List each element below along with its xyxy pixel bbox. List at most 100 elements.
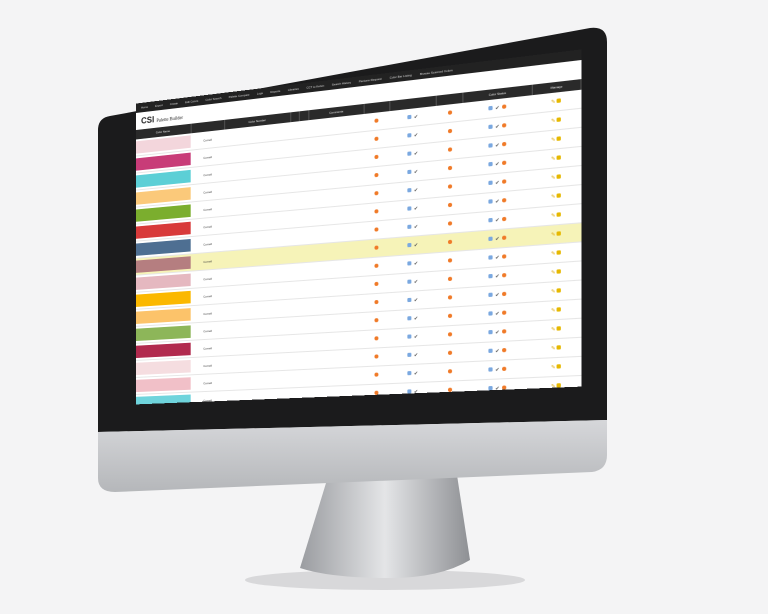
image-icon [407,150,412,156]
check-icon: ✔ [495,310,500,317]
check-icon: ✔ [495,347,500,355]
status-icon [447,387,452,392]
nav-item[interactable]: Create [169,101,178,107]
status-icon [374,263,379,268]
check-icon: ✔ [413,260,419,267]
edit-icon[interactable]: ✎ [550,212,556,219]
image-icon [407,297,412,302]
status-icon [501,291,506,296]
image-icon [407,278,412,284]
image-icon [407,224,412,229]
check-icon: ✔ [495,141,500,149]
shadow [245,570,525,590]
nav-item[interactable]: Pantone Request [358,76,382,84]
image-icon [407,187,412,192]
color-swatch [135,359,191,376]
check-icon: ✔ [413,241,419,249]
nav-item[interactable]: Reports [270,88,281,95]
image-icon [488,198,494,204]
status-icon [501,328,506,334]
delete-icon[interactable] [556,325,561,331]
edit-icon[interactable]: ✎ [550,363,556,371]
delete-icon[interactable] [556,344,561,350]
edit-icon[interactable]: ✎ [550,307,556,314]
owner-cell: Cornell [190,338,225,358]
delete-icon[interactable] [556,116,561,122]
status-icon [374,172,379,178]
nav-item[interactable]: Edit Colors [185,98,199,105]
nav-item[interactable]: Color Search [205,96,222,102]
image-icon [407,114,412,119]
image-icon [488,292,494,297]
nav-item[interactable]: Palette Compare [228,92,250,100]
owner-cell: Cornell [190,320,225,341]
edit-icon[interactable]: ✎ [550,117,556,125]
edit-icon[interactable]: ✎ [550,136,556,144]
nav-item[interactable]: Home [141,104,149,110]
delete-icon[interactable] [556,382,561,388]
status-icon [374,209,379,214]
edit-icon[interactable]: ✎ [550,155,556,163]
color-swatch [135,325,191,342]
nav-item[interactable]: CCT to Kelvin [306,83,325,90]
image-icon [488,385,494,390]
edit-icon[interactable]: ✎ [550,98,556,106]
color-swatch [135,342,191,359]
delete-icon[interactable] [556,211,561,217]
status-icon [374,118,379,123]
status-icon [501,272,506,277]
status-icon [447,313,452,319]
edit-icon[interactable]: ✎ [550,325,556,333]
check-icon: ✔ [413,223,419,230]
image-icon [407,333,412,339]
status-icon [447,258,452,263]
nav-item[interactable]: Logs [256,91,263,96]
nav-item[interactable]: Search History [331,80,351,87]
delete-icon[interactable] [556,306,561,312]
status-icon [447,110,452,115]
delete-icon[interactable] [556,192,561,198]
delete-icon[interactable] [556,363,561,369]
status-icon [374,318,379,323]
status-icon [447,276,452,282]
owner-cell: Cornell [190,373,225,393]
owner-cell: Cornell [190,286,225,306]
delete-icon[interactable] [556,97,561,103]
delete-icon[interactable] [556,230,561,236]
image-icon [488,329,494,334]
edit-icon[interactable]: ✎ [550,288,556,295]
delete-icon[interactable] [556,173,561,179]
status-icon [374,227,379,232]
edit-icon[interactable]: ✎ [550,269,556,276]
image-icon [407,388,412,394]
image-icon [407,132,412,138]
delete-icon[interactable] [556,287,561,293]
edit-icon[interactable]: ✎ [550,250,556,257]
status-icon [447,128,452,134]
check-icon: ✔ [413,278,419,285]
owner-cell: Cornell [190,303,225,323]
image-icon [488,217,494,222]
delete-icon[interactable] [556,154,561,160]
delete-icon[interactable] [556,249,561,255]
check-icon: ✔ [495,179,500,187]
nav-item[interactable]: Color Bar Listing [389,73,412,80]
edit-icon[interactable]: ✎ [550,344,556,352]
nav-item[interactable]: Export [155,103,163,108]
check-icon: ✔ [495,254,500,261]
image-icon [488,236,494,241]
image-icon [488,161,494,166]
nav-item[interactable]: Libraries [287,86,299,92]
edit-icon[interactable]: ✎ [550,231,556,238]
color-swatch [135,273,191,290]
status-icon [501,122,506,128]
status-icon [374,245,379,250]
delete-icon[interactable] [556,268,561,274]
edit-icon[interactable]: ✎ [550,193,556,200]
delete-icon[interactable] [556,135,561,141]
check-icon: ✔ [413,205,419,212]
edit-icon[interactable]: ✎ [550,174,556,181]
check-icon: ✔ [413,113,419,121]
status-icon [374,190,379,196]
status-icon [501,141,506,146]
